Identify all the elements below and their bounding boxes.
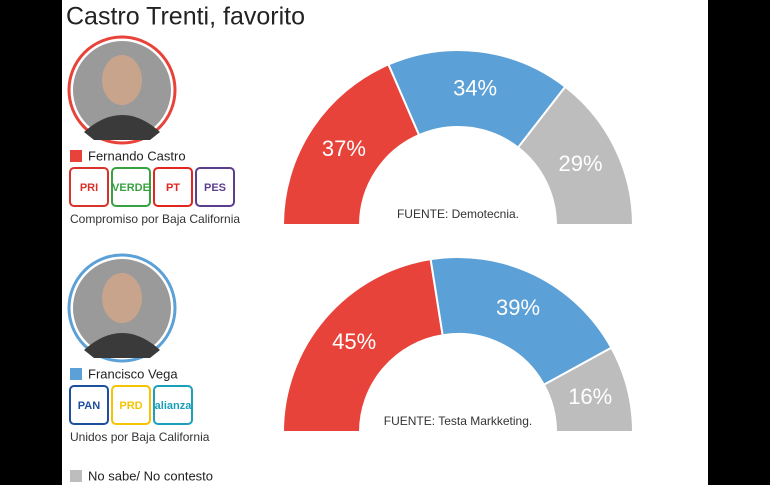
donut-segment xyxy=(516,85,635,226)
coalition: Unidos por Baja California xyxy=(70,430,210,444)
party-name: alianza xyxy=(155,400,193,412)
photo-body xyxy=(84,115,160,140)
photo-head xyxy=(102,55,142,105)
source: FUENTE: Testa Markketing. xyxy=(384,414,533,428)
value-label: 45% xyxy=(332,329,376,354)
donut-segment xyxy=(429,256,613,387)
photo-head xyxy=(102,273,142,323)
donut-segment xyxy=(542,346,635,433)
candidate-name: Francisco Vega xyxy=(88,366,178,381)
party-name: PES xyxy=(204,182,226,194)
party-logo xyxy=(153,385,193,425)
party-logo xyxy=(195,167,235,207)
party-logo xyxy=(69,385,109,425)
party-name: PRI xyxy=(80,182,98,194)
legend-swatch xyxy=(70,368,82,380)
donut-segment xyxy=(281,258,444,433)
legend-swatch xyxy=(70,150,82,162)
party-logo xyxy=(111,385,151,425)
value-label: 37% xyxy=(322,136,366,161)
value-label: 16% xyxy=(568,384,612,409)
value-label: 39% xyxy=(496,295,540,320)
party-logo xyxy=(111,167,151,207)
legend-label: No sabe/ No contesto xyxy=(88,468,213,483)
donut-segment xyxy=(281,63,421,226)
party-name: VERDE xyxy=(112,182,150,194)
party-name: PAN xyxy=(78,400,100,412)
photo-body xyxy=(84,333,160,358)
legend-swatch xyxy=(70,470,82,482)
value-label: 34% xyxy=(453,75,497,100)
title: Castro Trenti, favorito xyxy=(66,3,305,31)
candidate-name: Fernando Castro xyxy=(88,148,186,163)
party-name: PRD xyxy=(119,400,142,412)
party-name: PT xyxy=(166,182,180,194)
party-logo xyxy=(153,167,193,207)
source: FUENTE: Demotecnia. xyxy=(397,207,519,221)
coalition: Compromiso por Baja California xyxy=(70,212,240,226)
party-logo xyxy=(69,167,109,207)
value-label: 29% xyxy=(559,151,603,176)
